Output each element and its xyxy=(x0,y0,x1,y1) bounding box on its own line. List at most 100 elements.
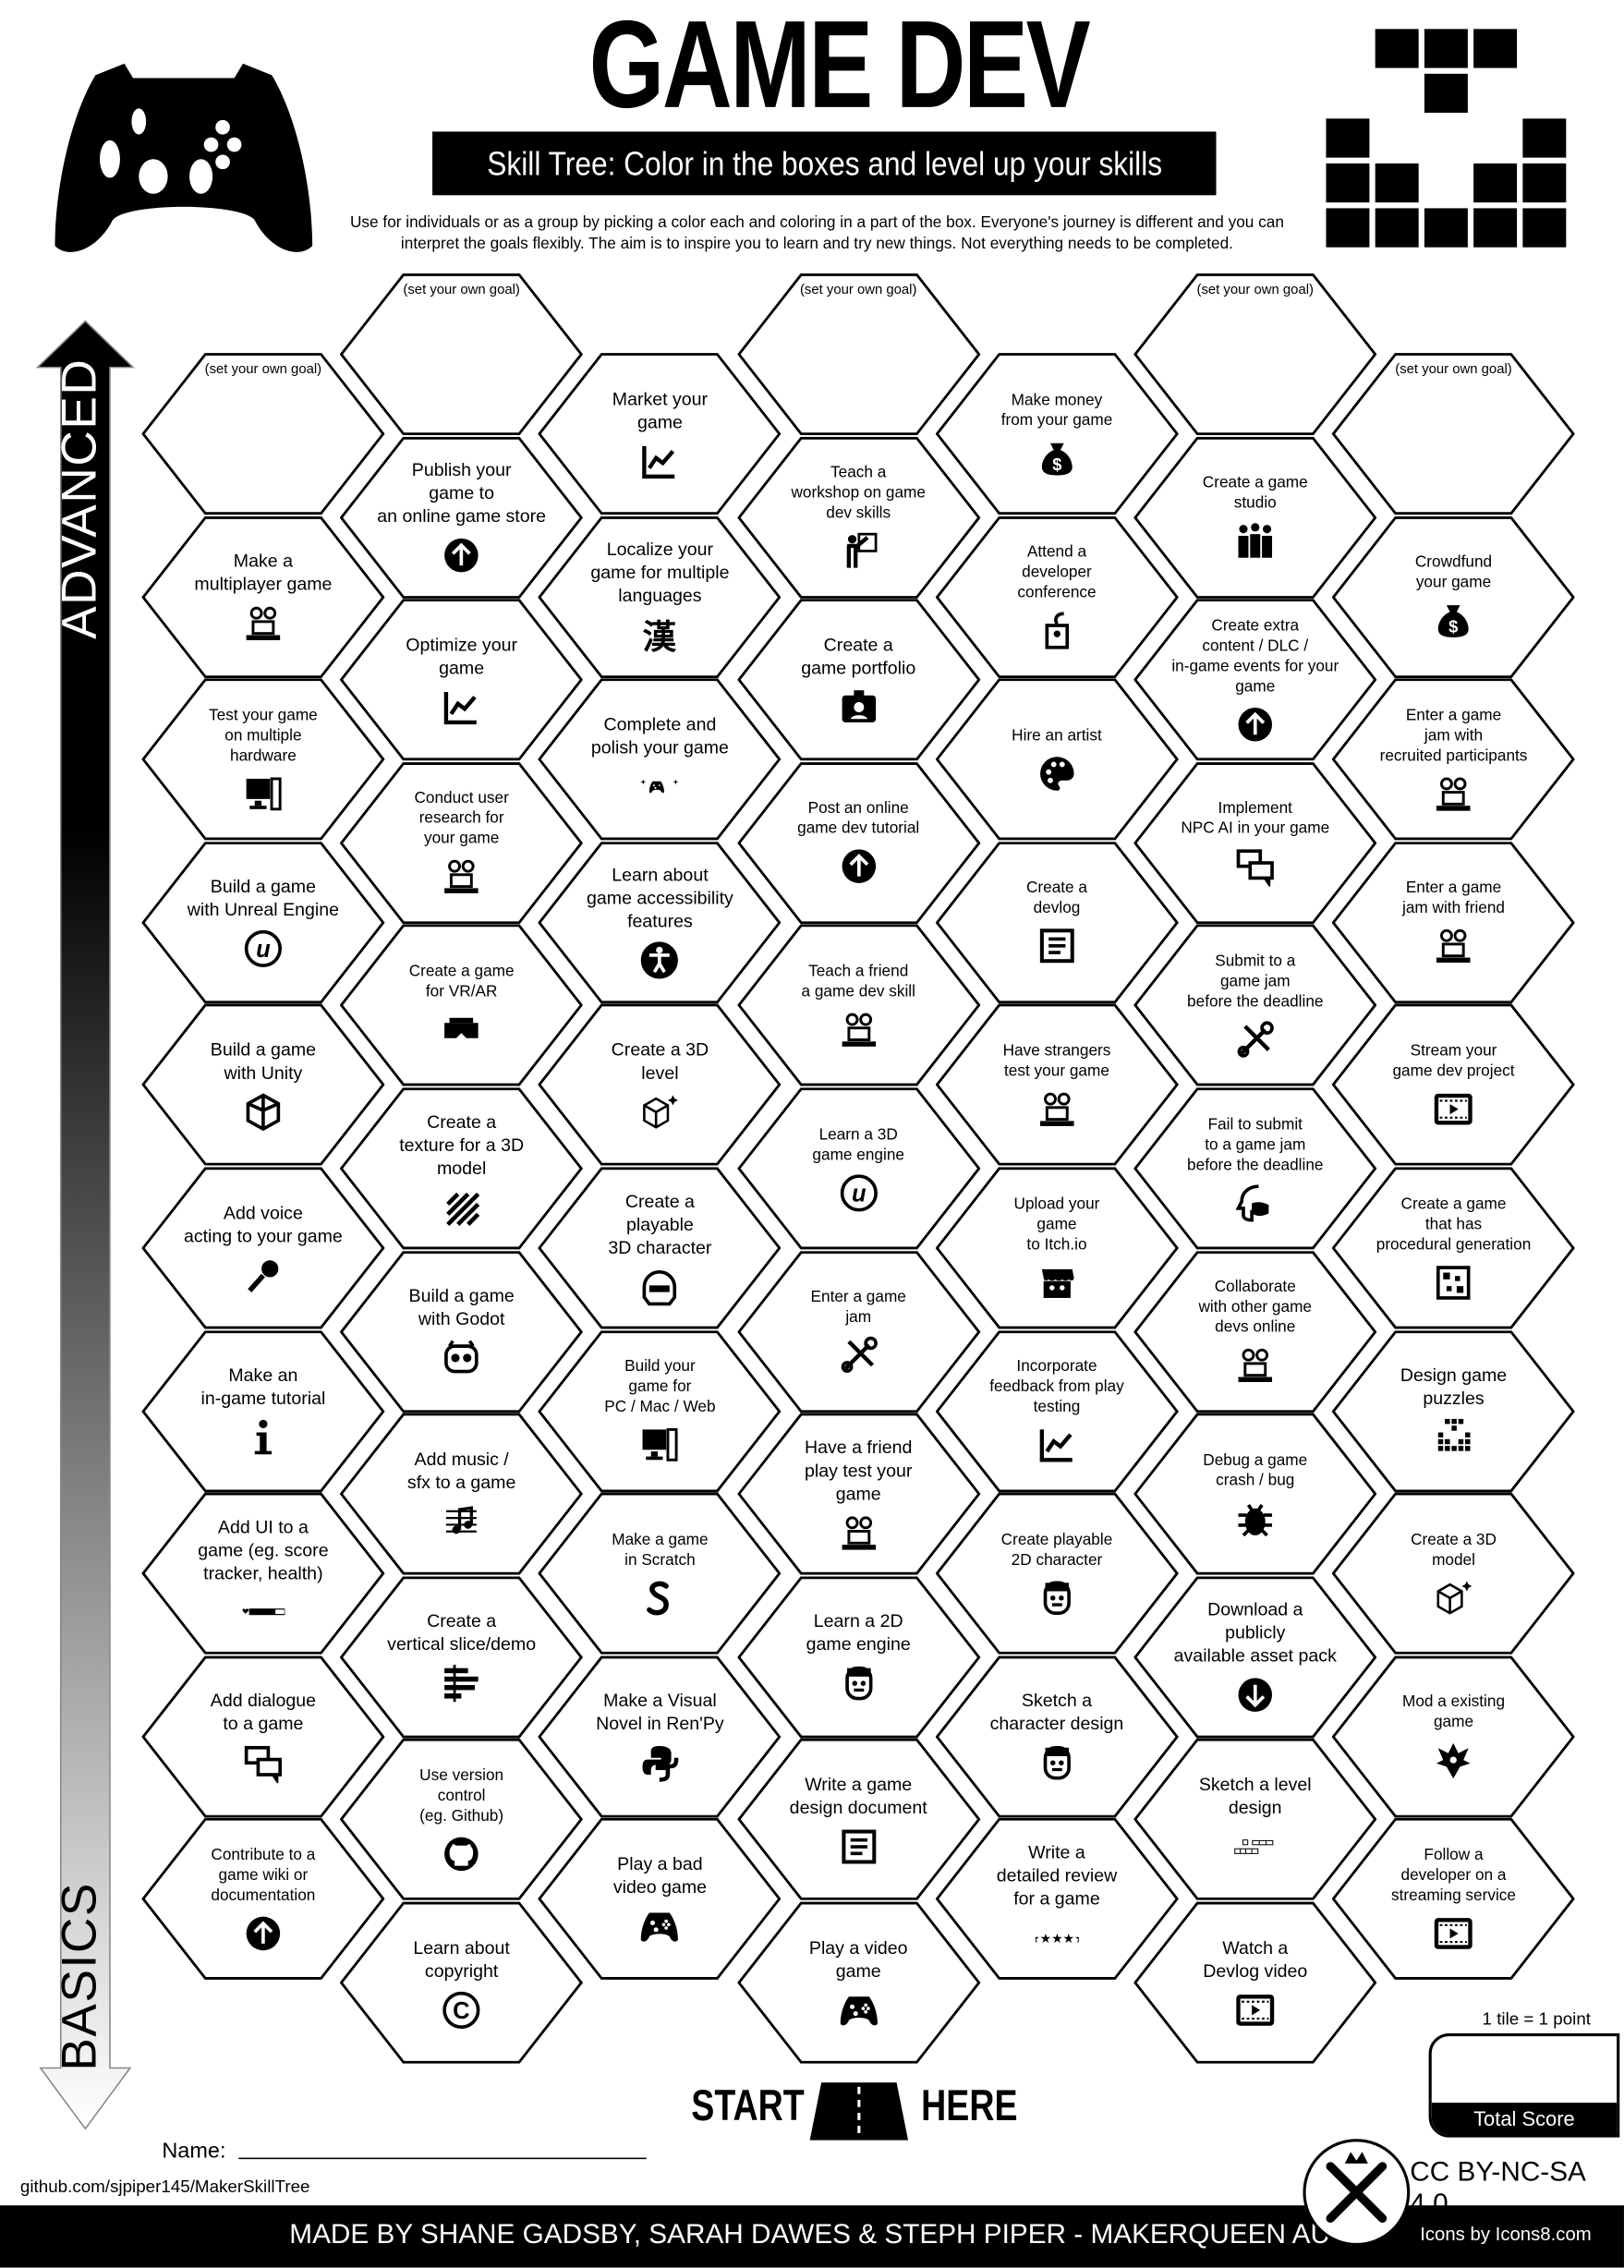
skill-hex[interactable]: Create a texture for a 3D model xyxy=(340,1087,584,1250)
skill-hex[interactable]: Learn about game accessibility features xyxy=(538,841,782,1003)
custom-goal-label: (set your own goal) xyxy=(403,282,520,298)
hex-outline xyxy=(736,273,980,436)
skill-hex[interactable]: Sketch a character design xyxy=(935,1656,1179,1818)
skill-hex[interactable]: Test your game on multiple hardware xyxy=(141,678,385,841)
copyright-icon: C xyxy=(440,1989,483,2030)
skill-hex[interactable]: Implement NPC AI in your game xyxy=(1133,761,1377,924)
skill-hex[interactable]: Add UI to a game (eg. score tracker, hea… xyxy=(141,1492,385,1655)
skill-hex[interactable]: Localize your game for multiple language… xyxy=(538,515,782,678)
skill-hex[interactable]: Debug a game crash / bug xyxy=(1133,1413,1377,1575)
skill-hex[interactable]: Upload your game to Itch.io xyxy=(935,1167,1179,1329)
skill-hex[interactable]: Fail to submit to a game jam before the … xyxy=(1133,1087,1377,1250)
skill-hex[interactable]: Publish your game to an online game stor… xyxy=(340,436,584,599)
skill-label: Design game puzzles xyxy=(1400,1364,1508,1409)
skill-hex[interactable]: Play a video game xyxy=(736,1901,980,2064)
name-field[interactable] xyxy=(238,2157,647,2160)
skill-label: Make money from your game xyxy=(1000,391,1113,430)
skill-hex[interactable]: Make an in-game tutorial xyxy=(141,1329,385,1492)
skill-hex[interactable]: Create a playable 3D character xyxy=(538,1167,782,1329)
skill-hex[interactable]: Conduct user research for your game xyxy=(340,761,584,924)
skill-hex[interactable]: Make a game in Scratch xyxy=(538,1492,782,1655)
skill-hex[interactable]: Teach a workshop on game dev skills xyxy=(736,436,980,599)
skill-hex[interactable]: Create a game portfolio xyxy=(736,599,980,761)
skill-hex[interactable]: Post an online game dev tutorial xyxy=(736,761,980,924)
skill-hex[interactable]: Create a game studio xyxy=(1133,436,1377,599)
skill-hex[interactable]: Stream your game dev project xyxy=(1332,1004,1576,1167)
skill-hex[interactable]: Market your game xyxy=(538,353,782,515)
hex-outline xyxy=(340,1901,584,2064)
skill-hex[interactable]: Hire an artist xyxy=(935,678,1179,841)
skill-hex[interactable]: Sketch a level design xyxy=(1133,1739,1377,1901)
skill-hex[interactable]: Make a Visual Novel in Ren'Py xyxy=(538,1656,782,1818)
skill-hex[interactable]: Create a game that has procedural genera… xyxy=(1332,1167,1576,1329)
skill-hex[interactable]: Incorporate feedback from play testing xyxy=(935,1329,1179,1492)
skill-label: Make a game in Scratch xyxy=(612,1531,709,1569)
skill-hex[interactable]: Add voice acting to your game xyxy=(141,1167,385,1329)
skill-hex[interactable]: Create a devlog xyxy=(935,841,1179,1003)
custom-goal-hex[interactable]: (set your own goal) xyxy=(1332,353,1576,515)
skill-label: Create a game studio xyxy=(1202,474,1308,513)
skill-label: Create a game for VR/AR xyxy=(408,963,515,1001)
skill-hex[interactable]: Mod a existing game xyxy=(1332,1656,1576,1818)
skill-hex[interactable]: Teach a friend a game dev skill xyxy=(736,925,980,1087)
skill-hex[interactable]: Attend a developer conference xyxy=(935,515,1179,678)
skill-label: Complete and polish your game xyxy=(590,713,729,758)
skill-label: Submit to a game jam before the deadline xyxy=(1187,952,1324,1012)
skill-label: Fail to submit to a game jam before the … xyxy=(1187,1115,1324,1174)
skill-hex[interactable]: Have strangers test your game xyxy=(935,1004,1179,1167)
skill-hex[interactable]: Optimize your game xyxy=(340,599,584,761)
skill-hex[interactable]: Use version control (eg. Github) xyxy=(340,1739,584,1901)
skill-hex[interactable]: Have a friend play test your game xyxy=(736,1413,980,1575)
skill-label: Add voice acting to your game xyxy=(183,1202,343,1246)
skill-hex[interactable]: Make money from your game $ xyxy=(935,353,1179,515)
skill-hex[interactable]: Build your game for PC / Mac / Web xyxy=(538,1329,782,1492)
hex-outline xyxy=(1133,436,1377,599)
skill-hex[interactable]: Create a 3D level xyxy=(538,1004,782,1167)
skill-hex[interactable]: Enter a game jam with friend xyxy=(1332,841,1576,1003)
skill-hex[interactable]: Create a vertical slice/demo xyxy=(340,1576,584,1739)
hex-outline xyxy=(1133,1250,1377,1413)
skill-hex[interactable]: Build a game with Unreal Engine u xyxy=(141,841,385,1003)
skill-hex[interactable]: Write a game design document xyxy=(736,1739,980,1901)
skill-hex[interactable]: Contribute to a game wiki or documentati… xyxy=(141,1818,385,1981)
skill-hex[interactable]: Create playable 2D character xyxy=(935,1492,1179,1655)
skill-hex[interactable]: Learn a 3D game engine u xyxy=(736,1087,980,1250)
skill-hex[interactable]: Learn a 2D game engine xyxy=(736,1576,980,1739)
skill-hex[interactable]: Design game puzzles xyxy=(1332,1329,1576,1492)
custom-goal-hex[interactable]: (set your own goal) xyxy=(141,353,385,515)
skill-hex[interactable]: Download a publicly available asset pack xyxy=(1133,1576,1377,1739)
skill-hex[interactable]: Play a bad video game xyxy=(538,1818,782,1981)
skill-hex[interactable]: Enter a game jam xyxy=(736,1250,980,1413)
skill-hex[interactable]: Collaborate with other game devs online xyxy=(1133,1250,1377,1413)
skill-hex[interactable]: Follow a developer on a streaming servic… xyxy=(1332,1818,1576,1981)
pixel-logo-icon xyxy=(1326,29,1567,248)
skill-label: Collaborate with other game devs online xyxy=(1198,1278,1313,1337)
hex-outline xyxy=(736,1576,980,1739)
skill-hex[interactable]: Complete and polish your game xyxy=(538,678,782,841)
skill-hex[interactable]: Create extra content / DLC / in-game eve… xyxy=(1133,599,1377,761)
custom-goal-hex[interactable]: (set your own goal) xyxy=(1133,273,1377,436)
arrow-up-icon xyxy=(241,1913,285,1954)
skill-hex[interactable]: Make a multiplayer game xyxy=(141,515,385,678)
skill-hex[interactable]: Add dialogue to a game xyxy=(141,1656,385,1818)
skill-label: Sketch a level design xyxy=(1198,1774,1312,1818)
total-score-box[interactable]: Total Score xyxy=(1428,2032,1620,2138)
skill-hex[interactable]: Create a game for VR/AR xyxy=(340,925,584,1087)
github-link[interactable]: github.com/sjpiper145/MakerSkillTree xyxy=(19,2176,310,2197)
skill-hex[interactable]: Learn about copyright C xyxy=(340,1901,584,2064)
badge-icon xyxy=(837,686,880,727)
skill-hex[interactable]: Add music / sfx to a game xyxy=(340,1413,584,1575)
skill-hex[interactable]: Build a game with Unity xyxy=(141,1004,385,1167)
skill-hex[interactable]: Build a game with Godot xyxy=(340,1250,584,1413)
skill-hex[interactable]: Watch a Devlog video xyxy=(1133,1901,1377,2064)
hex-outline xyxy=(538,678,782,841)
custom-goal-hex[interactable]: (set your own goal) xyxy=(736,273,980,436)
skill-hex[interactable]: Write a detailed review for a game ★★★★★ xyxy=(935,1818,1179,1981)
skill-hex[interactable]: Submit to a game jam before the deadline xyxy=(1133,925,1377,1087)
skill-hex[interactable]: Enter a game jam with recruited particip… xyxy=(1332,678,1576,841)
music-icon xyxy=(440,1500,483,1541)
skill-hex[interactable]: Crowdfund your game $ xyxy=(1332,515,1576,678)
icons-credit[interactable]: Icons by Icons8.com xyxy=(1420,2223,1592,2245)
custom-goal-hex[interactable]: (set your own goal) xyxy=(340,273,584,436)
skill-hex[interactable]: Create a 3D model xyxy=(1332,1492,1576,1655)
